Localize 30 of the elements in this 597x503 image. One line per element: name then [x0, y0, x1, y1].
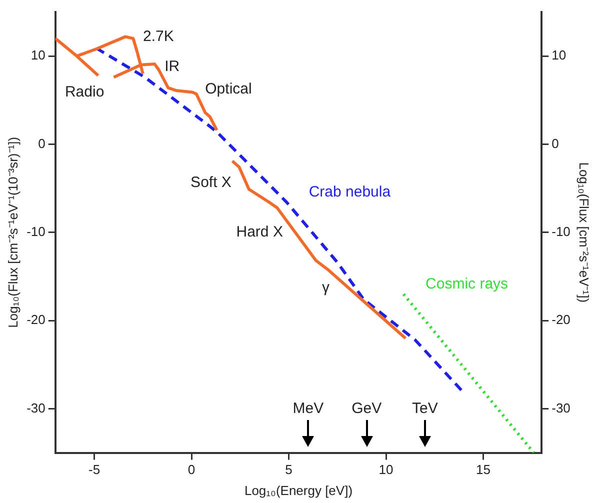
annotation: γ [322, 279, 330, 296]
y-tick-label: 10 [30, 48, 46, 63]
y2-tick-label: 10 [552, 48, 566, 63]
annotation: Optical [205, 80, 252, 98]
x-axis-title: Log₁₀(Energy [eV]) [244, 482, 353, 498]
annotation: Soft X [190, 174, 232, 192]
x-tick-label: -5 [88, 462, 100, 478]
y2-tick-label: -10 [552, 224, 570, 239]
x-tick-label: 5 [285, 462, 292, 478]
annotation: Hard X [236, 224, 283, 241]
y2-tick-label: 0 [552, 136, 559, 151]
x-tick-label: 15 [476, 462, 490, 478]
y-tick-label: -30 [26, 400, 46, 416]
annotation: IR [164, 58, 180, 75]
x-tick-label: 0 [188, 462, 196, 478]
annotation: Radio [64, 83, 104, 100]
y-tick-label: 0 [38, 136, 46, 151]
annotation: GeV [352, 400, 382, 417]
y-tick-label: -20 [26, 312, 46, 328]
x-tick-label: 10 [378, 462, 394, 478]
y-axis-title: Log₁₀(Flux [cm⁻²s⁻¹eV⁻¹(10⁻³sr)⁻¹]) [5, 136, 20, 328]
y-tick-label: -10 [26, 224, 46, 239]
annotation: 2.7K [143, 28, 174, 45]
y2-tick-label: -20 [552, 312, 570, 328]
series-label: Crab nebula [308, 184, 392, 201]
annotation: MeV [292, 400, 324, 417]
y2-tick-label: -30 [552, 400, 570, 416]
series-label: Cosmic rays [426, 275, 508, 292]
annotation: TeV [412, 400, 438, 417]
y2-axis-title: Log₁₀(Flux [cm⁻²s⁻¹eV⁻¹]) [576, 162, 592, 303]
